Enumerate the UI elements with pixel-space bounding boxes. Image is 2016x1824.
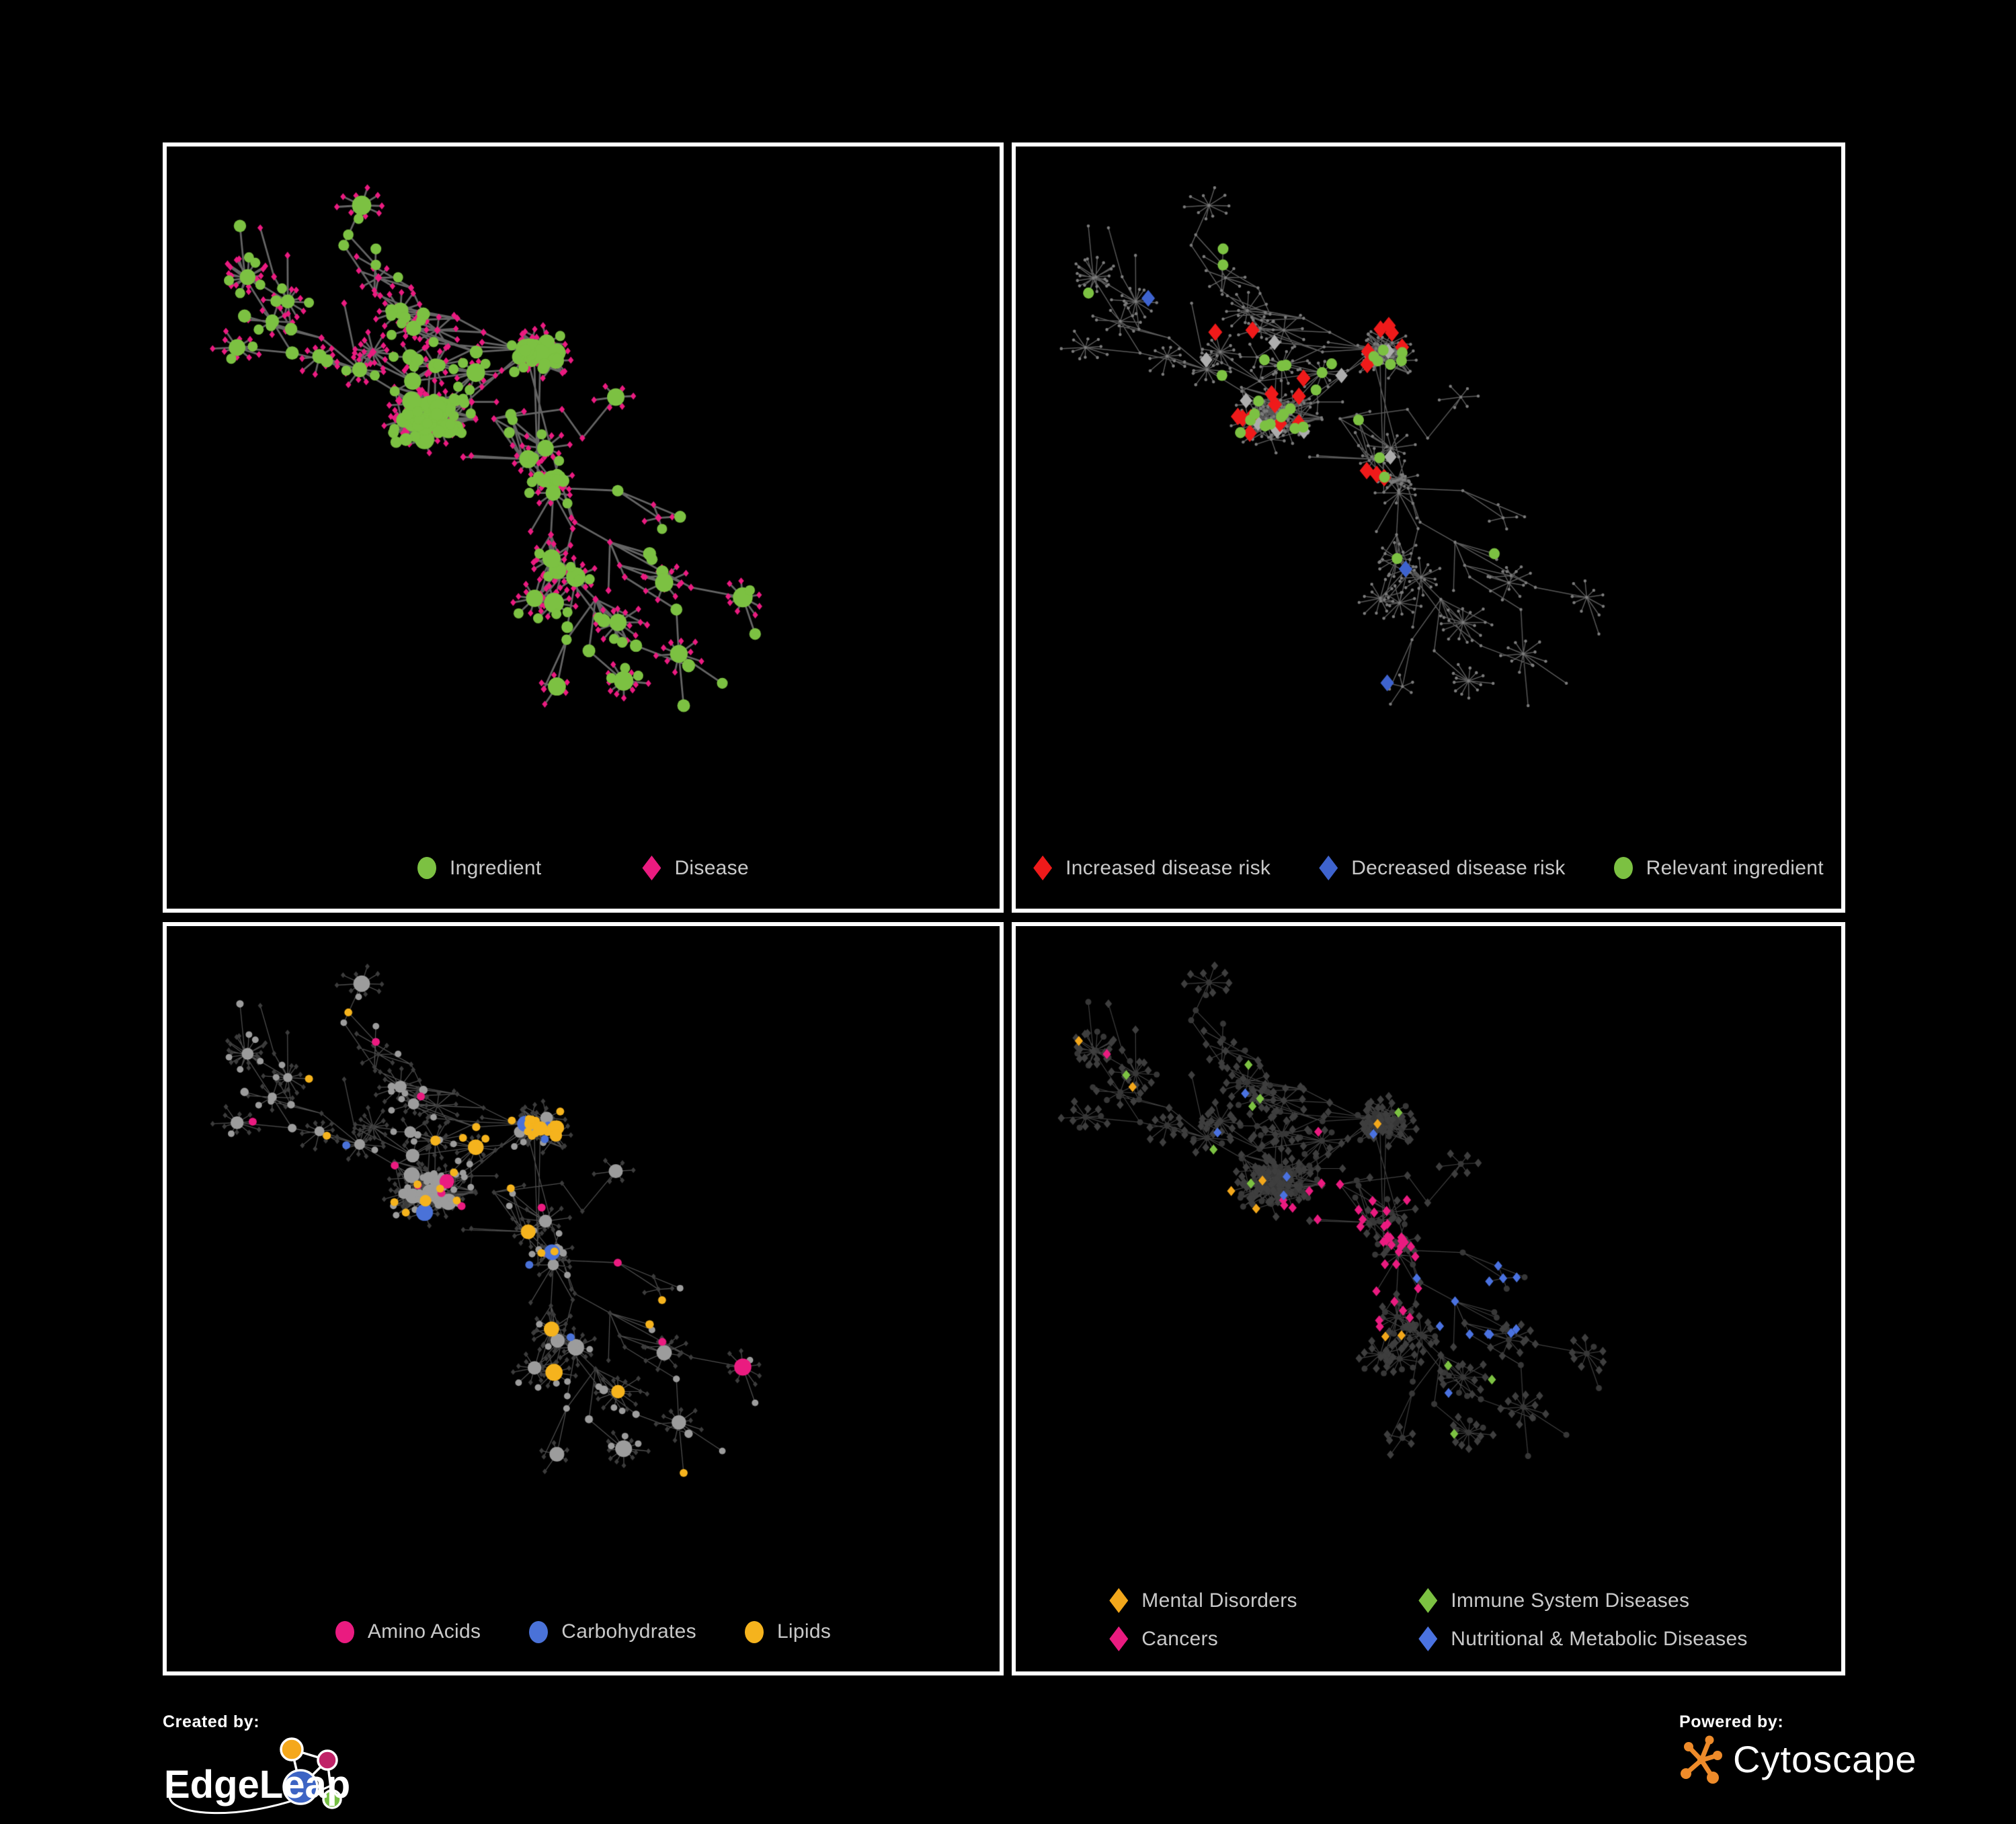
- created-by-label: Created by:: [163, 1712, 260, 1731]
- legend-item-lipids: Lipids: [744, 1620, 832, 1643]
- legend-label: Ingredient: [450, 856, 542, 879]
- legend-ingredient-disease: Ingredient Disease: [167, 856, 1000, 880]
- ingredient-circle-icon: [417, 857, 437, 879]
- legend-item-disease: Disease: [642, 856, 749, 880]
- edgeleap-wordmark: EdgeLeap: [164, 1763, 350, 1807]
- legend-label: Relevant ingredient: [1646, 856, 1824, 879]
- carbohydrates-circle-icon: [529, 1620, 549, 1643]
- panel-ingredient-disease-network: Ingredient Disease: [163, 142, 1004, 913]
- cytoscape-brand-row: Cytoscape: [1679, 1733, 1917, 1784]
- panel-grid: Ingredient Disease Increased disease ris…: [163, 142, 1853, 1675]
- legend-label: Disease: [674, 856, 749, 879]
- cytoscape-wordmark: Cytoscape: [1733, 1737, 1917, 1780]
- legend-label: Mental Disorders: [1141, 1589, 1297, 1612]
- legend-label: Carbohydrates: [561, 1620, 696, 1643]
- legend-label: Amino Acids: [367, 1620, 481, 1643]
- network-graph-canvas-1: [167, 147, 1000, 909]
- mental-disorders-diamond-icon: [1109, 1588, 1129, 1613]
- legend-item-increased-risk: Increased disease risk: [1033, 856, 1271, 880]
- powered-by-block: Powered by: Cytoscape: [1679, 1712, 1917, 1784]
- legend-item-decreased-risk: Decreased disease risk: [1319, 856, 1565, 880]
- amino-acids-circle-icon: [335, 1620, 354, 1643]
- network-graph-canvas-3: [167, 926, 1000, 1671]
- legend-disease-risk: Increased disease risk Decreased disease…: [1016, 856, 1841, 880]
- edgeleap-network-icon: [280, 1737, 342, 1809]
- legend-item-mental-disorders: Mental Disorders: [1109, 1588, 1344, 1613]
- legend-item-nutritional-metabolic-diseases: Nutritional & Metabolic Diseases: [1418, 1626, 1747, 1651]
- legend-item-carbohydrates: Carbohydrates: [529, 1620, 696, 1643]
- legend-label: Decreased disease risk: [1351, 856, 1566, 879]
- increased-risk-diamond-icon: [1033, 856, 1053, 880]
- legend-label: Nutritional & Metabolic Diseases: [1451, 1627, 1748, 1650]
- legend-item-immune-system-diseases: Immune System Diseases: [1418, 1588, 1747, 1613]
- panel-disease-risk-network: Increased disease risk Decreased disease…: [1012, 142, 1845, 913]
- created-by-block: Created by: EdgeLeap: [163, 1712, 358, 1824]
- legend-ingredient-class: Amino Acids Carbohydrates Lipids: [167, 1620, 1000, 1643]
- nutritional-metabolic-diamond-icon: [1418, 1626, 1438, 1651]
- legend-item-relevant-ingredient: Relevant ingredient: [1613, 856, 1824, 880]
- panel-disease-category-network: Mental Disorders Immune System Diseases …: [1012, 922, 1845, 1675]
- legend-item-ingredient: Ingredient: [417, 857, 541, 880]
- legend-label: Lipids: [776, 1620, 832, 1643]
- powered-by-label: Powered by:: [1679, 1712, 1784, 1731]
- cancers-diamond-icon: [1109, 1626, 1129, 1651]
- legend-label: Cancers: [1141, 1627, 1219, 1650]
- panel-ingredient-class-network: Amino Acids Carbohydrates Lipids: [163, 922, 1004, 1675]
- legend-label: Immune System Diseases: [1451, 1589, 1690, 1612]
- legend-disease-category: Mental Disorders Immune System Diseases …: [1109, 1588, 1747, 1651]
- legend-item-amino-acids: Amino Acids: [335, 1620, 481, 1643]
- lipids-circle-icon: [744, 1620, 764, 1643]
- decreased-risk-diamond-icon: [1319, 856, 1338, 880]
- legend-item-cancers: Cancers: [1109, 1626, 1344, 1651]
- relevant-ingredient-circle-icon: [1613, 857, 1633, 879]
- legend-label: Increased disease risk: [1065, 856, 1271, 879]
- disease-diamond-icon: [642, 856, 661, 880]
- cytoscape-icon: [1681, 1735, 1722, 1784]
- network-graph-canvas-4: [1016, 926, 1841, 1671]
- immune-diseases-diamond-icon: [1418, 1588, 1438, 1613]
- network-graph-canvas-2: [1016, 147, 1841, 909]
- edgeleap-logo: EdgeLeap: [164, 1737, 350, 1815]
